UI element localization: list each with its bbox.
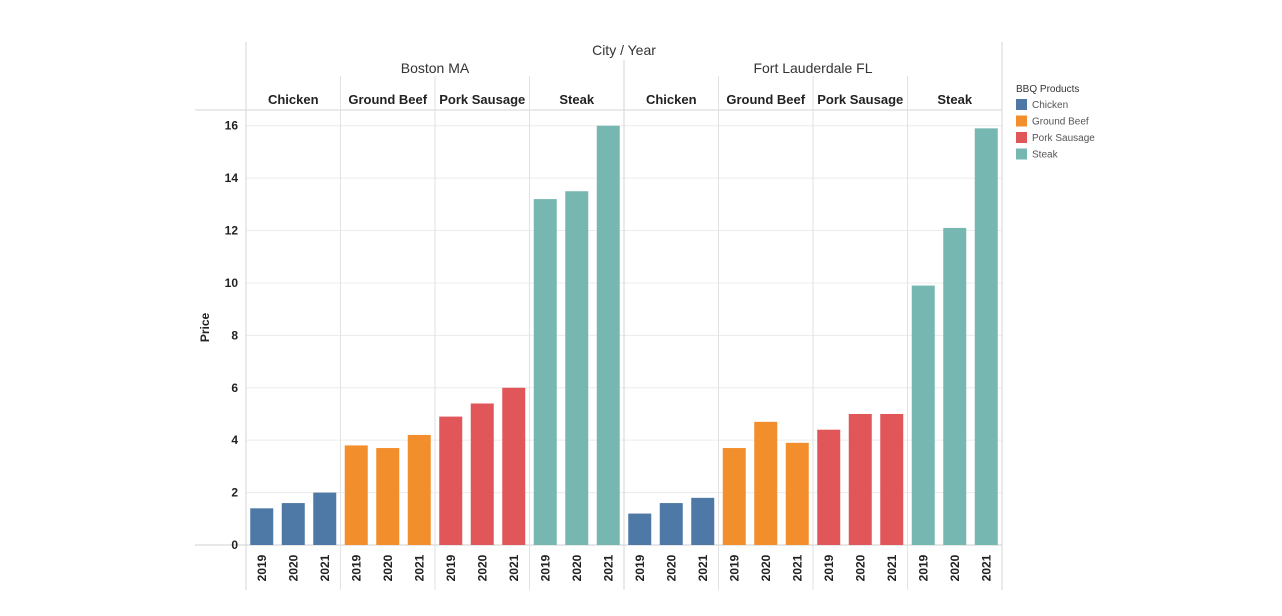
year-tick-label: 2020 xyxy=(286,554,300,581)
bar xyxy=(407,434,431,545)
year-tick-label: 2019 xyxy=(916,554,930,581)
product-label: Steak xyxy=(937,92,972,107)
year-tick-label: 2019 xyxy=(633,554,647,581)
bar xyxy=(344,445,368,545)
product-label: Ground Beef xyxy=(726,92,805,107)
legend: BBQ Products Chicken Ground Beef Pork Sausa… xyxy=(1016,84,1095,161)
bar xyxy=(281,503,305,545)
year-tick-label: 2019 xyxy=(727,554,741,581)
legend-item-label: Ground Beef xyxy=(1032,117,1089,128)
y-tick-label: 2 xyxy=(231,486,238,500)
year-tick-label: 2021 xyxy=(507,554,521,581)
year-tick-label: 2020 xyxy=(475,554,489,581)
bar xyxy=(691,497,715,545)
product-label: Pork Sausage xyxy=(439,92,525,107)
y-tick-label: 12 xyxy=(225,224,239,238)
bar xyxy=(533,199,557,546)
bar xyxy=(439,416,463,545)
year-tick-label: 2019 xyxy=(255,554,269,581)
year-tick-label: 2019 xyxy=(349,554,363,581)
year-tick-label: 2019 xyxy=(444,554,458,581)
year-tick-label: 2021 xyxy=(601,554,615,581)
year-tick-label: 2021 xyxy=(318,554,332,581)
product-label: Chicken xyxy=(646,92,697,107)
year-tick-label: 2020 xyxy=(570,554,584,581)
bar xyxy=(754,421,778,545)
year-tick-label: 2020 xyxy=(381,554,395,581)
product-label: Ground Beef xyxy=(348,92,427,107)
year-tick-label: 2021 xyxy=(979,554,993,581)
bar xyxy=(911,285,935,545)
legend-swatch xyxy=(1016,148,1027,160)
legend-title: BBQ Products xyxy=(1016,84,1079,95)
bar xyxy=(628,513,652,545)
column-header: City / Year xyxy=(592,42,656,58)
legend-item-label: Pork Sausage xyxy=(1032,133,1095,144)
city-label: Boston MA xyxy=(401,60,470,76)
bar xyxy=(817,429,841,545)
bar xyxy=(470,403,494,545)
y-axis-label: Price xyxy=(198,312,212,342)
year-tick-label: 2020 xyxy=(759,554,773,581)
labels: City / Year Price 0 2 4 6 8 10 12 14 16 Boston MA Ch… xyxy=(198,42,993,581)
legend-item-label: Chicken xyxy=(1032,100,1068,111)
bar xyxy=(785,442,809,545)
bar xyxy=(596,125,620,545)
y-tick-label: 8 xyxy=(231,328,238,342)
year-tick-label: 2021 xyxy=(790,554,804,581)
year-tick-label: 2021 xyxy=(885,554,899,581)
bar xyxy=(974,128,998,545)
legend-swatch xyxy=(1016,115,1027,127)
y-tick-label: 4 xyxy=(231,433,238,447)
bar xyxy=(943,227,967,545)
bar xyxy=(502,387,526,545)
y-tick-label: 14 xyxy=(225,171,239,185)
bar xyxy=(848,413,872,545)
year-tick-label: 2021 xyxy=(696,554,710,581)
bar xyxy=(376,448,400,545)
bar xyxy=(313,492,337,545)
year-tick-label: 2020 xyxy=(948,554,962,581)
bar xyxy=(250,508,274,545)
product-label: Steak xyxy=(559,92,594,107)
y-tick-label: 6 xyxy=(231,381,238,395)
year-tick-label: 2020 xyxy=(664,554,678,581)
year-tick-label: 2021 xyxy=(412,554,426,581)
year-tick-label: 2019 xyxy=(538,554,552,581)
bar xyxy=(659,503,683,545)
bar xyxy=(722,448,746,545)
bar xyxy=(565,191,589,546)
city-label: Fort Lauderdale FL xyxy=(753,60,872,76)
legend-swatch xyxy=(1016,132,1027,143)
product-label: Pork Sausage xyxy=(817,92,903,107)
year-tick-label: 2019 xyxy=(822,554,836,581)
y-tick-label: 10 xyxy=(225,276,239,290)
bar xyxy=(880,413,904,545)
y-tick-label: 0 xyxy=(231,538,238,552)
year-tick-label: 2020 xyxy=(853,554,867,581)
legend-item-label: Steak xyxy=(1032,150,1059,161)
bars xyxy=(250,125,998,546)
product-label: Chicken xyxy=(268,92,319,107)
y-tick-label: 16 xyxy=(225,119,239,133)
legend-swatch xyxy=(1016,99,1027,110)
